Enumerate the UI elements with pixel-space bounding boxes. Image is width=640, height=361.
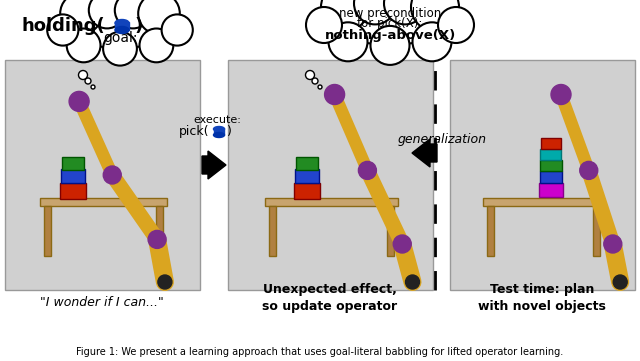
Circle shape	[321, 0, 369, 31]
Text: Figure 1: We present a learning approach that uses goal-literal babbling for lif: Figure 1: We present a learning approach…	[76, 347, 564, 357]
Text: pick(: pick(	[179, 126, 209, 139]
FancyBboxPatch shape	[540, 149, 561, 160]
FancyBboxPatch shape	[539, 183, 563, 197]
Circle shape	[47, 14, 78, 45]
Circle shape	[413, 22, 451, 61]
Circle shape	[411, 0, 459, 31]
Circle shape	[73, 95, 85, 108]
FancyBboxPatch shape	[540, 160, 562, 171]
FancyBboxPatch shape	[296, 157, 317, 170]
Circle shape	[103, 166, 121, 184]
FancyBboxPatch shape	[265, 198, 398, 206]
Circle shape	[305, 70, 314, 79]
FancyBboxPatch shape	[540, 171, 562, 183]
Ellipse shape	[115, 19, 129, 26]
Circle shape	[393, 235, 412, 253]
Circle shape	[115, 0, 151, 29]
Ellipse shape	[328, 5, 451, 44]
Circle shape	[148, 230, 166, 248]
FancyBboxPatch shape	[541, 138, 561, 149]
Circle shape	[138, 0, 180, 34]
FancyArrow shape	[412, 139, 437, 167]
Text: "I wonder if I can...": "I wonder if I can..."	[40, 296, 164, 309]
FancyBboxPatch shape	[269, 206, 276, 256]
Text: goal:: goal:	[103, 31, 137, 45]
FancyBboxPatch shape	[450, 60, 635, 290]
FancyBboxPatch shape	[60, 183, 86, 199]
Circle shape	[103, 32, 137, 66]
Circle shape	[384, 0, 426, 25]
Circle shape	[324, 84, 344, 104]
Circle shape	[79, 70, 88, 79]
FancyBboxPatch shape	[294, 169, 319, 183]
Ellipse shape	[214, 132, 225, 138]
FancyBboxPatch shape	[294, 183, 319, 199]
FancyBboxPatch shape	[44, 206, 51, 256]
Text: execute:: execute:	[193, 115, 241, 125]
Circle shape	[330, 90, 340, 100]
Circle shape	[438, 7, 474, 43]
Circle shape	[358, 161, 376, 179]
FancyBboxPatch shape	[214, 128, 224, 135]
Circle shape	[67, 29, 100, 62]
FancyArrow shape	[202, 151, 226, 179]
Circle shape	[613, 275, 627, 289]
Text: new precondition: new precondition	[339, 6, 441, 19]
Circle shape	[551, 84, 571, 104]
FancyBboxPatch shape	[61, 169, 84, 183]
FancyBboxPatch shape	[5, 60, 200, 290]
FancyBboxPatch shape	[487, 206, 494, 256]
FancyBboxPatch shape	[115, 22, 129, 30]
Text: for pick(X):: for pick(X):	[357, 17, 422, 30]
Circle shape	[161, 14, 193, 45]
Text: holding(: holding(	[21, 17, 105, 35]
Circle shape	[354, 0, 396, 25]
Circle shape	[85, 78, 91, 84]
Circle shape	[556, 90, 566, 100]
Circle shape	[312, 78, 318, 84]
Text: ): )	[135, 17, 143, 35]
FancyBboxPatch shape	[40, 198, 167, 206]
FancyBboxPatch shape	[483, 198, 604, 206]
Ellipse shape	[67, 12, 173, 48]
FancyBboxPatch shape	[61, 157, 84, 170]
Circle shape	[89, 0, 125, 29]
Circle shape	[318, 85, 322, 89]
Text: ): )	[227, 126, 232, 139]
Ellipse shape	[214, 126, 225, 131]
Circle shape	[406, 275, 419, 289]
Text: generalization: generalization	[398, 132, 487, 145]
Circle shape	[69, 91, 89, 112]
Text: nothing-above(X): nothing-above(X)	[324, 30, 456, 43]
Circle shape	[140, 29, 173, 62]
Ellipse shape	[115, 26, 129, 34]
Circle shape	[91, 85, 95, 89]
Circle shape	[580, 161, 598, 179]
Circle shape	[604, 235, 622, 253]
Circle shape	[60, 0, 102, 34]
Circle shape	[158, 275, 172, 289]
Circle shape	[371, 26, 410, 65]
FancyBboxPatch shape	[387, 206, 394, 256]
Circle shape	[306, 7, 342, 43]
Circle shape	[328, 22, 367, 61]
Text: Test time: plan
with novel objects: Test time: plan with novel objects	[478, 283, 606, 313]
FancyBboxPatch shape	[156, 206, 163, 256]
FancyBboxPatch shape	[593, 206, 600, 256]
FancyBboxPatch shape	[228, 60, 433, 290]
Text: Unexpected effect,
so update operator: Unexpected effect, so update operator	[262, 283, 397, 313]
